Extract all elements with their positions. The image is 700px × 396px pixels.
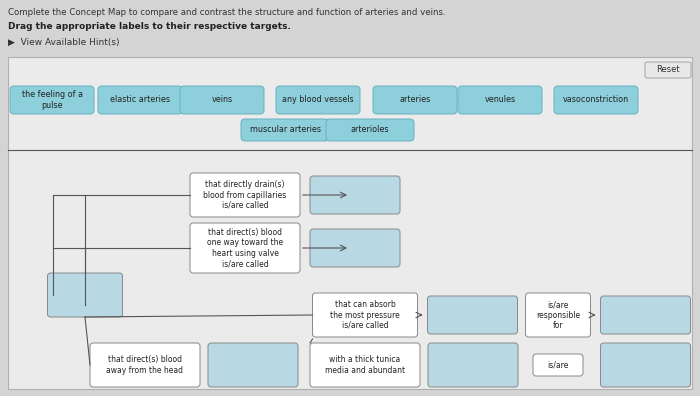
FancyBboxPatch shape bbox=[601, 296, 690, 334]
Text: with a thick tunica
media and abundant: with a thick tunica media and abundant bbox=[325, 355, 405, 375]
FancyBboxPatch shape bbox=[208, 343, 298, 387]
FancyBboxPatch shape bbox=[645, 62, 691, 78]
Text: vasoconstriction: vasoconstriction bbox=[563, 95, 629, 105]
FancyBboxPatch shape bbox=[310, 176, 400, 214]
Text: arterioles: arterioles bbox=[351, 126, 389, 135]
FancyBboxPatch shape bbox=[276, 86, 360, 114]
Text: that can absorb
the most pressure
is/are called: that can absorb the most pressure is/are… bbox=[330, 300, 400, 330]
FancyBboxPatch shape bbox=[98, 86, 182, 114]
FancyBboxPatch shape bbox=[533, 354, 583, 376]
Text: arteries: arteries bbox=[400, 95, 430, 105]
FancyBboxPatch shape bbox=[190, 173, 300, 217]
FancyBboxPatch shape bbox=[48, 273, 122, 317]
Text: is/are: is/are bbox=[547, 360, 568, 369]
Text: that directly drain(s)
blood from capillaries
is/are called: that directly drain(s) blood from capill… bbox=[204, 180, 286, 210]
Text: Drag the appropriate labels to their respective targets.: Drag the appropriate labels to their res… bbox=[8, 22, 291, 31]
Text: ▶  View Available Hint(s): ▶ View Available Hint(s) bbox=[8, 38, 120, 47]
FancyBboxPatch shape bbox=[554, 86, 638, 114]
Text: any blood vessels: any blood vessels bbox=[282, 95, 354, 105]
FancyBboxPatch shape bbox=[428, 343, 518, 387]
FancyBboxPatch shape bbox=[310, 343, 420, 387]
FancyBboxPatch shape bbox=[526, 293, 591, 337]
FancyBboxPatch shape bbox=[373, 86, 457, 114]
FancyBboxPatch shape bbox=[190, 223, 300, 273]
FancyBboxPatch shape bbox=[458, 86, 542, 114]
FancyBboxPatch shape bbox=[428, 296, 517, 334]
Text: that direct(s) blood
away from the head: that direct(s) blood away from the head bbox=[106, 355, 183, 375]
Text: muscular arteries: muscular arteries bbox=[249, 126, 321, 135]
FancyBboxPatch shape bbox=[180, 86, 264, 114]
FancyBboxPatch shape bbox=[312, 293, 417, 337]
Bar bbox=[8, 57, 692, 389]
FancyBboxPatch shape bbox=[10, 86, 94, 114]
Text: that direct(s) blood
one way toward the
heart using valve
is/are called: that direct(s) blood one way toward the … bbox=[207, 228, 283, 268]
Text: Complete the Concept Map to compare and contrast the structure and function of a: Complete the Concept Map to compare and … bbox=[8, 8, 446, 17]
Text: Reset: Reset bbox=[656, 65, 680, 74]
FancyBboxPatch shape bbox=[326, 119, 414, 141]
FancyBboxPatch shape bbox=[241, 119, 329, 141]
Text: elastic arteries: elastic arteries bbox=[110, 95, 170, 105]
FancyBboxPatch shape bbox=[601, 343, 690, 387]
FancyBboxPatch shape bbox=[90, 343, 200, 387]
Text: veins: veins bbox=[211, 95, 232, 105]
Text: the feeling of a
pulse: the feeling of a pulse bbox=[22, 90, 83, 110]
Text: is/are
responsible
for: is/are responsible for bbox=[536, 300, 580, 330]
FancyBboxPatch shape bbox=[310, 229, 400, 267]
Text: venules: venules bbox=[484, 95, 516, 105]
